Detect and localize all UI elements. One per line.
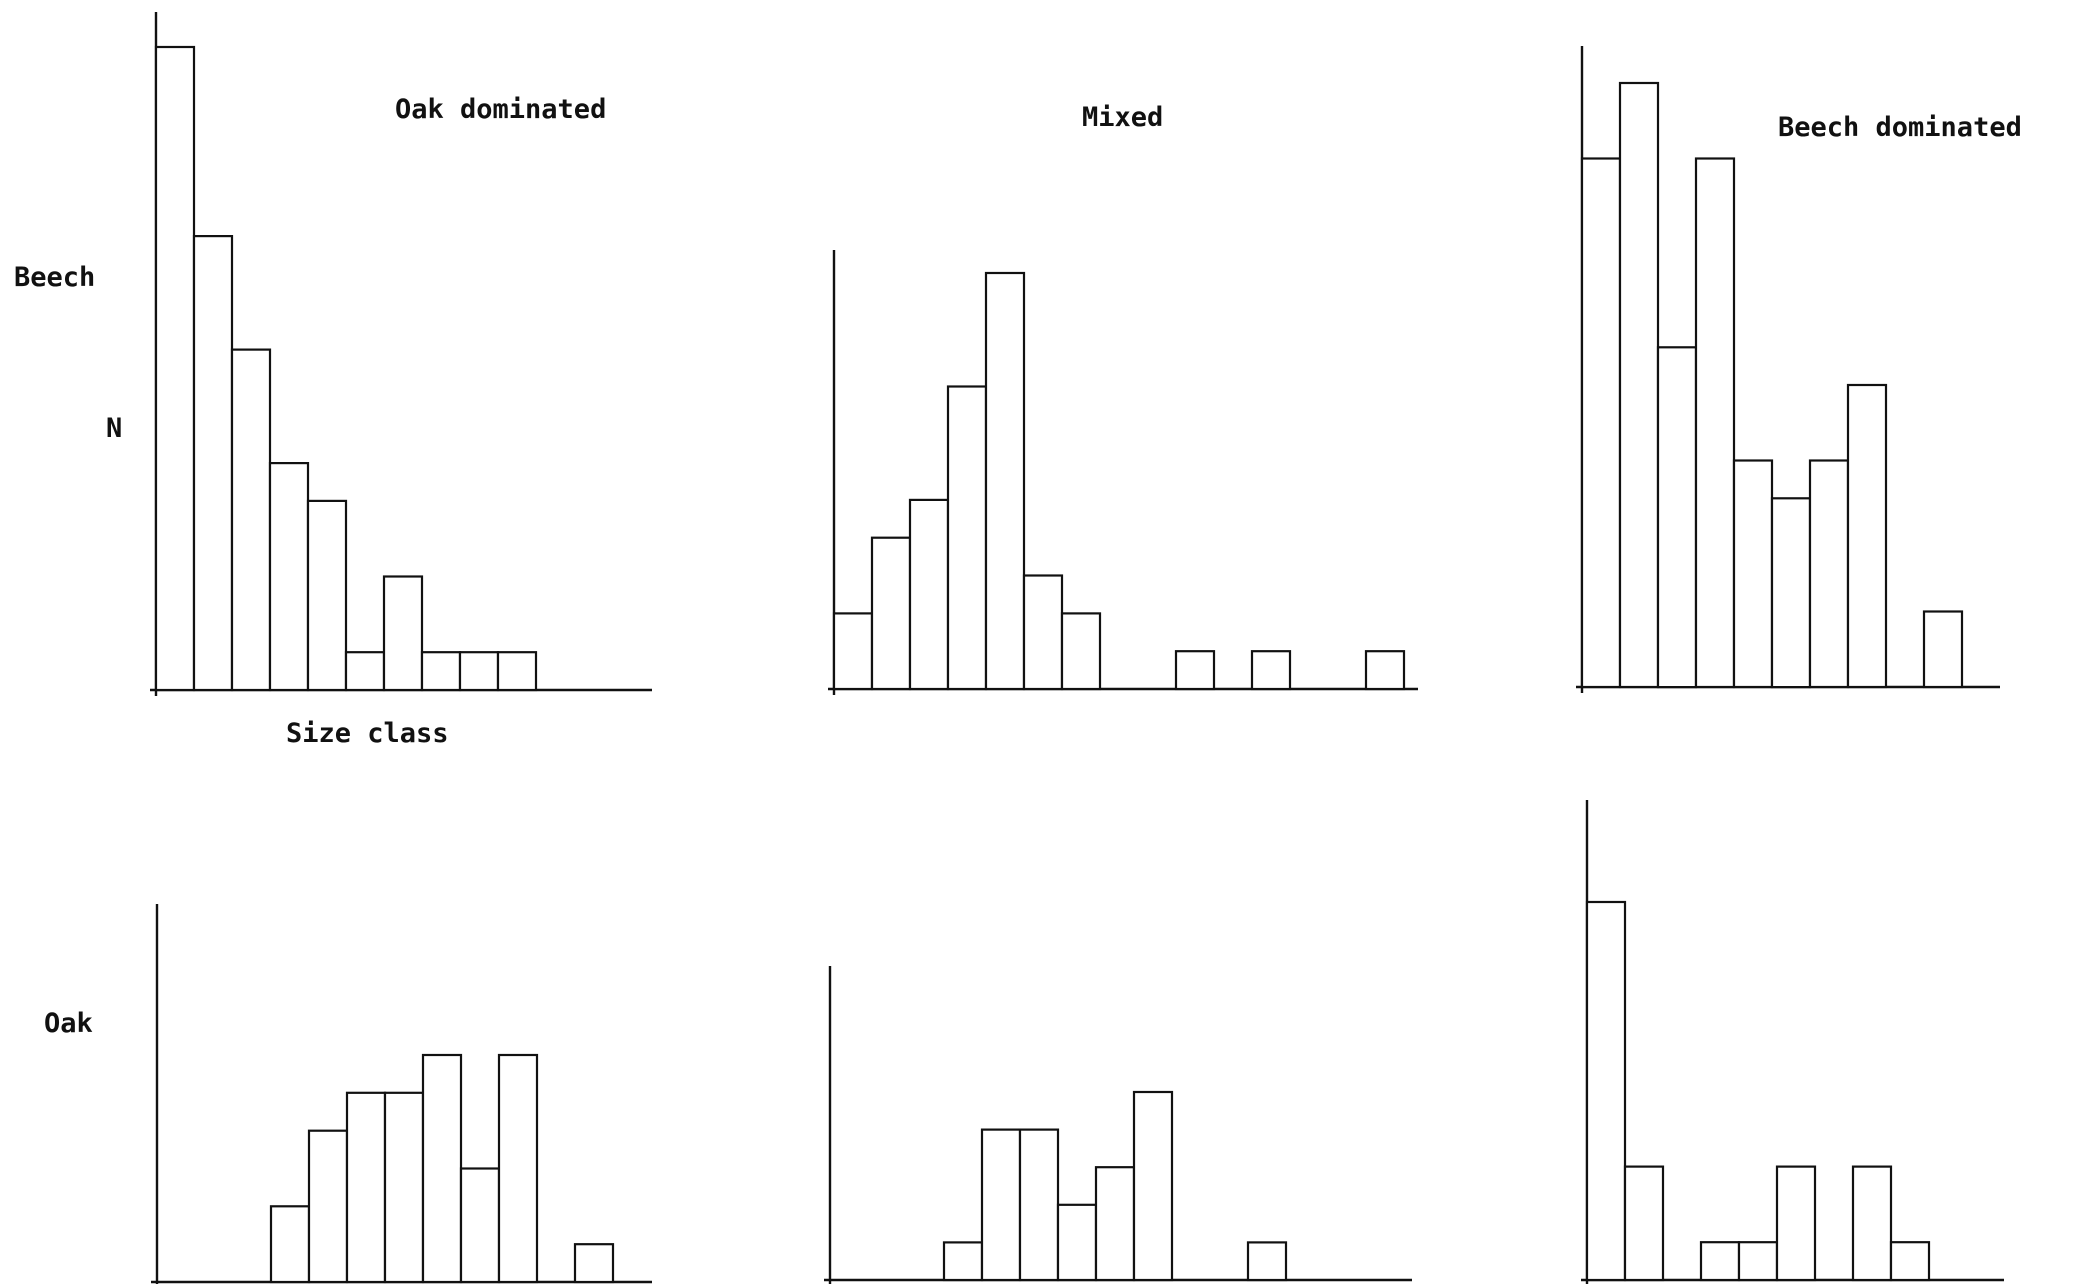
histogram-bar — [192, 235, 234, 692]
histogram-bar — [421, 1053, 463, 1284]
panel-oak-beech-dominated — [1581, 800, 2004, 1284]
histogram-bar — [1922, 610, 1964, 689]
histogram-bar — [1132, 1090, 1174, 1282]
histogram-bar — [420, 651, 462, 692]
histogram-bar — [1618, 81, 1660, 689]
histogram-bar — [459, 1167, 501, 1284]
histogram-bar — [307, 1129, 349, 1284]
panel-title-mixed: Mixed — [1082, 102, 1163, 133]
histogram-bar — [1808, 459, 1850, 689]
panel-title-oak-dominated: Oak dominated — [395, 94, 606, 125]
panel-beech-mixed — [828, 250, 1418, 695]
histogram-bar — [230, 348, 272, 692]
panel-oak-oak-dominated — [151, 904, 652, 1284]
panel-beech-beech-dominated — [1576, 46, 2000, 693]
histogram-bar — [1018, 1128, 1060, 1282]
histogram-bar — [383, 1091, 425, 1284]
histogram-bar — [832, 612, 874, 691]
histogram-bar — [269, 1205, 311, 1284]
histogram-bar — [344, 651, 386, 692]
histogram-bar — [1889, 1241, 1931, 1282]
histogram-bar — [1250, 650, 1292, 691]
histogram-bar — [984, 271, 1026, 691]
histogram-bar — [1694, 157, 1736, 689]
histogram-bar — [1623, 1165, 1665, 1282]
histogram-bar — [1846, 383, 1888, 689]
histogram-bar — [1246, 1241, 1288, 1282]
histogram-bar — [573, 1243, 615, 1284]
histogram-bar — [1699, 1241, 1741, 1282]
panel-beech-oak-dominated — [150, 12, 652, 696]
histogram-bar — [458, 651, 500, 692]
histogram-bar — [1775, 1165, 1817, 1282]
histogram-bar — [1094, 1166, 1136, 1282]
panel-oak-mixed — [824, 966, 1412, 1284]
histogram-bar — [908, 498, 950, 691]
histogram-bar — [154, 45, 196, 692]
histogram-bar — [1580, 157, 1622, 689]
histogram-bar — [268, 462, 310, 692]
histogram-bar — [306, 499, 348, 692]
histogram-bar — [1851, 1165, 1893, 1282]
row-label-oak: Oak — [44, 1008, 93, 1039]
histogram-bar — [980, 1128, 1022, 1282]
histogram-bar — [497, 1053, 539, 1284]
histogram-bar — [382, 575, 424, 692]
histogram-bar — [1174, 650, 1216, 691]
histogram-bar — [1737, 1241, 1779, 1282]
histogram-bar — [1060, 612, 1102, 691]
histogram-bar — [345, 1091, 387, 1284]
histogram-bar — [1022, 574, 1064, 691]
histogram-bar — [942, 1241, 984, 1282]
row-label-beech: Beech — [14, 262, 95, 293]
histogram-bar — [1056, 1203, 1098, 1282]
histogram-bar — [870, 536, 912, 691]
panel-title-beech-dominated: Beech dominated — [1778, 112, 2022, 143]
histogram-bar — [1732, 459, 1774, 689]
histogram-bar — [1770, 497, 1812, 689]
histogram-bar — [496, 651, 538, 692]
histogram-bar — [1656, 346, 1698, 689]
histogram-bar — [946, 385, 988, 691]
y-axis-label: N — [106, 413, 122, 444]
x-axis-label: Size class — [286, 718, 449, 749]
histogram-bar — [1585, 900, 1627, 1282]
histogram-bar — [1364, 650, 1406, 691]
